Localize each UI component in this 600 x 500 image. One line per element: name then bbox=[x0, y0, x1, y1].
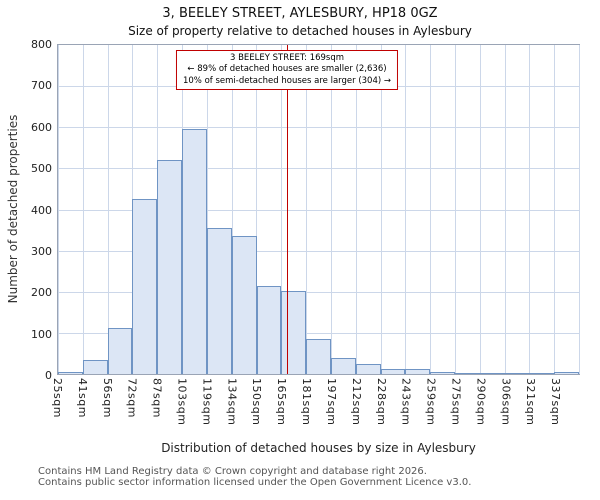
x-tick-label: 290sqm bbox=[474, 378, 488, 426]
horizontal-gridline bbox=[58, 168, 579, 170]
x-tick-label: 243sqm bbox=[399, 378, 413, 426]
plot-area: 3 BEELEY STREET: 169sqm ← 89% of detache… bbox=[57, 44, 580, 375]
x-tick-label: 306sqm bbox=[499, 378, 513, 426]
y-tick-label: 500 bbox=[31, 162, 52, 176]
property-size-marker-line bbox=[287, 45, 288, 374]
bar-275sqm bbox=[455, 373, 480, 374]
bar-72sqm bbox=[132, 199, 158, 374]
bar-150sqm bbox=[256, 286, 282, 374]
x-tick-label: 197sqm bbox=[324, 378, 338, 426]
x-tick-label: 72sqm bbox=[125, 378, 139, 418]
bar-321sqm bbox=[529, 373, 555, 374]
annotation-line-2: ← 89% of detached houses are smaller (2,… bbox=[187, 64, 387, 75]
bar-243sqm bbox=[405, 369, 431, 374]
x-tick-label: 165sqm bbox=[275, 378, 289, 426]
vertical-gridline bbox=[579, 45, 580, 374]
x-tick-label: 275sqm bbox=[449, 378, 463, 426]
annotation-line-1: 3 BEELEY STREET: 169sqm bbox=[229, 53, 345, 63]
bar-228sqm bbox=[380, 369, 406, 374]
x-tick-label: 119sqm bbox=[200, 378, 214, 426]
bar-165sqm bbox=[281, 290, 307, 374]
x-tick-label: 25sqm bbox=[51, 378, 64, 418]
x-tick-label: 103sqm bbox=[175, 378, 189, 426]
bar-181sqm bbox=[306, 339, 331, 374]
bar-306sqm bbox=[504, 373, 530, 374]
horizontal-gridline bbox=[58, 127, 579, 129]
x-tick-label: 181sqm bbox=[300, 378, 314, 426]
x-axis-title: Distribution of detached houses by size … bbox=[161, 441, 476, 455]
x-tick-label: 41sqm bbox=[75, 378, 89, 418]
bar-290sqm bbox=[479, 373, 505, 374]
horizontal-gridline bbox=[58, 291, 579, 293]
annotation-line-3: 10% of semi-detached houses are larger (… bbox=[182, 75, 392, 86]
bar-119sqm bbox=[206, 228, 232, 374]
x-tick-label: 150sqm bbox=[250, 378, 264, 426]
y-tick-label: 0 bbox=[45, 369, 52, 382]
bar-41sqm bbox=[82, 359, 108, 374]
bars-layer bbox=[58, 45, 580, 374]
y-tick-label: 600 bbox=[31, 120, 52, 134]
x-tick-label: 134sqm bbox=[225, 378, 239, 426]
y-tick-label: 800 bbox=[31, 38, 52, 51]
x-tick-label: 56sqm bbox=[100, 378, 114, 418]
attribution-line-1: Contains HM Land Registry data © Crown c… bbox=[38, 466, 427, 477]
horizontal-gridline bbox=[58, 332, 579, 334]
horizontal-gridline bbox=[58, 250, 579, 252]
x-tick-label: 228sqm bbox=[374, 378, 388, 426]
bar-259sqm bbox=[430, 371, 455, 374]
bar-56sqm bbox=[107, 327, 133, 374]
y-tick-label: 100 bbox=[31, 327, 52, 341]
chart-subtitle: Size of property relative to detached ho… bbox=[128, 24, 472, 38]
bar-337sqm bbox=[554, 371, 580, 374]
y-tick-label: 400 bbox=[31, 203, 52, 217]
y-tick-label: 700 bbox=[31, 79, 52, 93]
chart-title: 3, BEELEY STREET, AYLESBURY, HP18 0GZ bbox=[162, 6, 438, 21]
y-tick-label: 300 bbox=[31, 244, 52, 258]
attribution-line-2: Contains public sector information licen… bbox=[38, 477, 472, 488]
x-tick-label: 321sqm bbox=[524, 378, 538, 426]
y-tick-label: 200 bbox=[31, 286, 52, 300]
horizontal-gridline bbox=[58, 209, 579, 211]
x-tick-label: 337sqm bbox=[549, 378, 563, 426]
bar-134sqm bbox=[231, 235, 257, 374]
bar-103sqm bbox=[182, 129, 207, 374]
bar-197sqm bbox=[330, 357, 356, 374]
x-tick-label: 259sqm bbox=[424, 378, 438, 426]
bar-87sqm bbox=[157, 160, 183, 374]
property-annotation-box: 3 BEELEY STREET: 169sqm ← 89% of detache… bbox=[175, 50, 399, 91]
x-tick-label: 212sqm bbox=[349, 378, 363, 426]
bar-212sqm bbox=[355, 363, 381, 374]
bar-25sqm bbox=[58, 371, 83, 374]
x-tick-label: 87sqm bbox=[150, 378, 164, 418]
